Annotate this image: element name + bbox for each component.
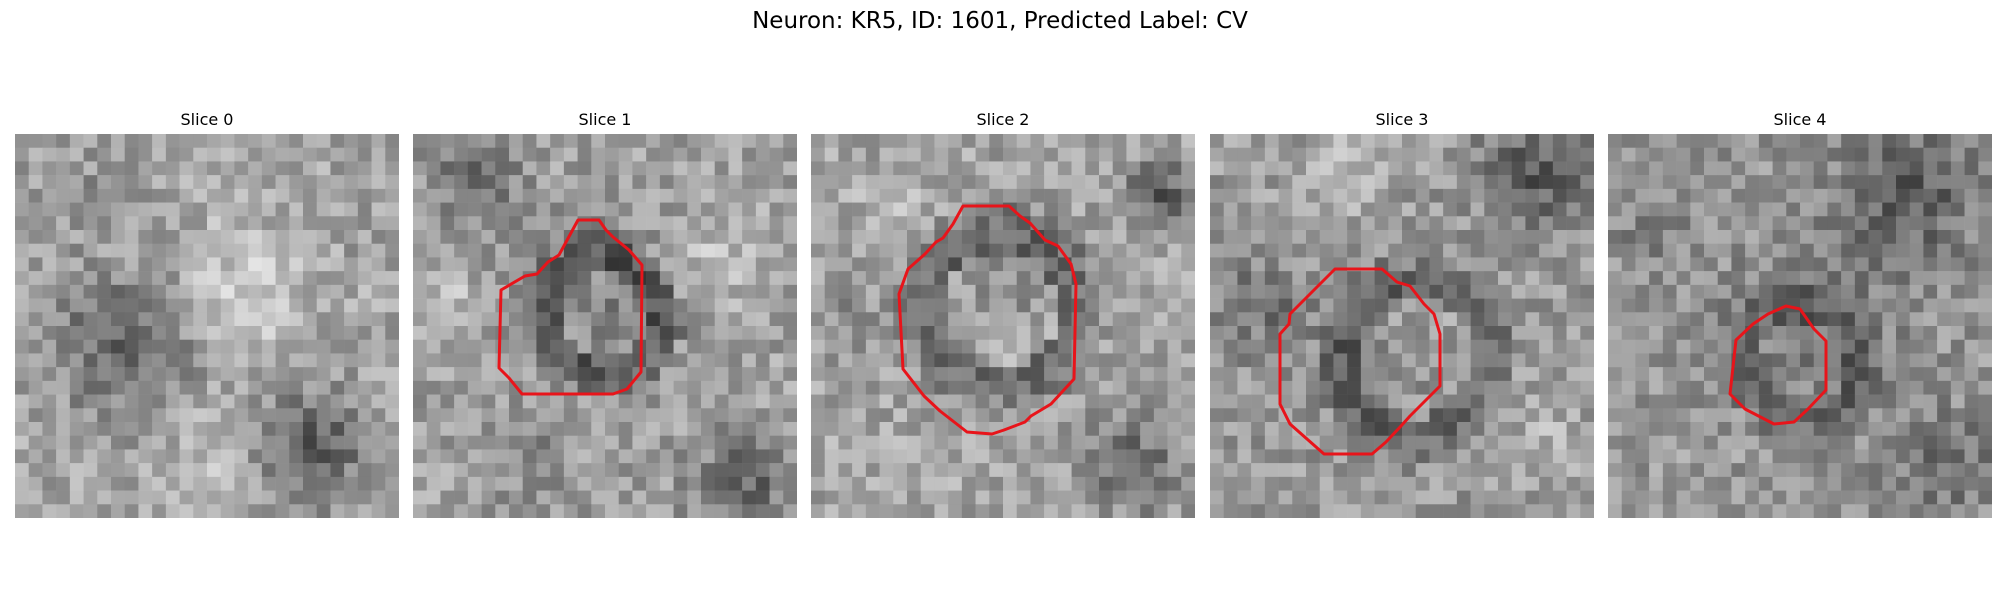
slice-panel-4: Slice 4 [1608,108,1992,518]
segmentation-contour [1728,304,1828,426]
slice-image-1 [413,134,797,518]
segmentation-contour [1278,267,1442,456]
slice-panel-0: Slice 0 [15,108,399,518]
slice-image-2 [811,134,1195,518]
segmentation-contour [497,218,644,396]
slice-image-0 [15,134,399,518]
slice-title: Slice 0 [180,110,234,129]
slice-title: Slice 4 [1773,110,1827,129]
slice-title: Slice 3 [1375,110,1429,129]
slice-panel-1: Slice 1 [413,108,797,518]
slice-title: Slice 1 [578,110,632,129]
figure-title: Neuron: KR5, ID: 1601, Predicted Label: … [752,8,1248,34]
slice-title: Slice 2 [976,110,1030,129]
slice-image-3 [1210,134,1594,518]
segmentation-contour [897,204,1078,436]
slice-image-4 [1608,134,1992,518]
slice-panel-2: Slice 2 [811,108,1195,518]
slice-panel-3: Slice 3 [1210,108,1594,518]
